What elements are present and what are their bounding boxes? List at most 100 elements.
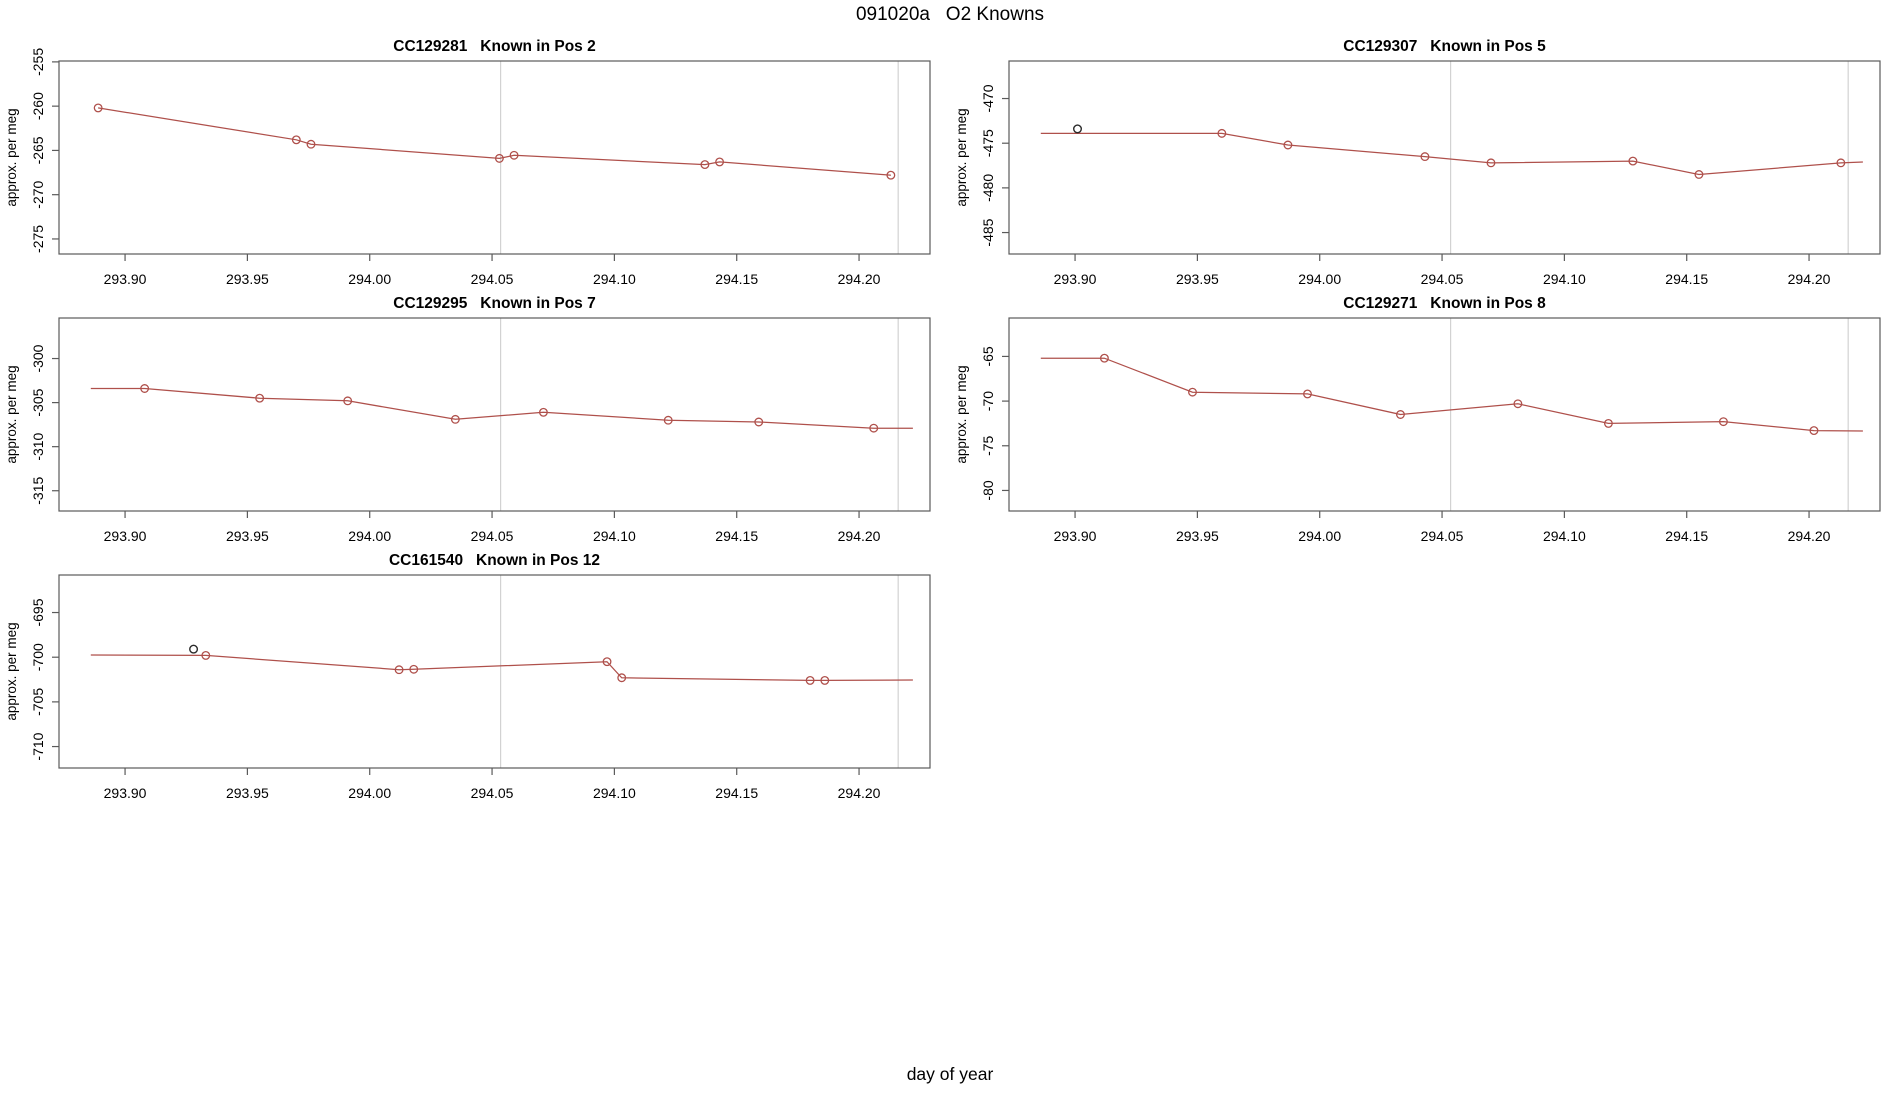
chart-panel-cc129307-pos5: 293.90 293.95 294.00 294.05 294.10 294.15 294.… [950, 30, 1900, 288]
y-tick-label: -700 [30, 643, 46, 671]
data-point [754, 417, 764, 427]
chart-cc129281-pos2: 293.90 293.95 294.00 294.05 294.10 294.15 294.… [4, 38, 931, 287]
data-point [1283, 140, 1293, 150]
x-tick-label: 294.05 [471, 271, 514, 287]
y-tick-label: -265 [30, 136, 46, 164]
y-axis-label: approx. per meg [954, 365, 969, 463]
series-line [90, 387, 913, 429]
y-tick-label: -705 [30, 688, 46, 716]
data-point [201, 650, 211, 660]
data-point [1217, 128, 1227, 138]
x-tick-label: 294.05 [471, 528, 514, 544]
data-point [820, 675, 830, 685]
data-point [255, 393, 265, 403]
data-point [538, 407, 548, 417]
y-axis-label: approx. per meg [4, 622, 19, 720]
x-tick-label: 293.90 [1054, 271, 1097, 287]
data-point [343, 396, 353, 406]
y-tick-label: -305 [30, 388, 46, 416]
x-tick-label: 294.15 [1665, 528, 1708, 544]
y-tick-label: -70 [980, 391, 996, 411]
x-tick-label: 294.20 [1788, 271, 1831, 287]
x-tick-label: 294.00 [1298, 271, 1341, 287]
data-point [306, 139, 316, 149]
chart-cc129295-pos7: 293.90 293.95 294.00 294.05 294.10 294.15 294.… [4, 295, 931, 544]
data-point [1694, 170, 1704, 179]
x-tick-label: 294.15 [715, 271, 758, 287]
x-tick-label: 294.10 [1543, 528, 1586, 544]
y-tick-label: -310 [30, 432, 46, 460]
y-tick-label: -275 [30, 225, 46, 253]
y-tick-label: -270 [30, 180, 46, 208]
flagged-data-point [189, 644, 199, 654]
flagged-data-point [1073, 124, 1083, 134]
data-point [1628, 156, 1638, 166]
y-tick-label: -695 [30, 598, 46, 626]
x-tick-label: 293.90 [1054, 528, 1097, 544]
chart-panel-cc161540-pos12: 293.90 293.95 294.00 294.05 294.10 294.15 294.… [0, 544, 950, 802]
data-point [602, 657, 612, 667]
x-tick-label: 293.95 [226, 528, 269, 544]
data-point [1396, 410, 1405, 419]
y-tick-label: -260 [30, 92, 46, 120]
x-tick-label: 294.15 [1665, 271, 1708, 287]
y-axis-label: approx. per meg [954, 108, 969, 206]
chart-panel-cc129271-pos8: 293.90 293.95 294.00 294.05 294.10 294.15 294.… [950, 287, 1900, 545]
series-line [98, 107, 891, 176]
data-point [450, 414, 460, 424]
plot-box [58, 60, 931, 255]
y-tick-label: -65 [980, 346, 996, 366]
chart-cc129307-pos5: 293.90 293.95 294.00 294.05 294.10 294.15 294.… [954, 38, 1881, 287]
data-point [1718, 417, 1728, 427]
data-point [869, 423, 879, 433]
x-tick-label: 294.15 [715, 528, 758, 544]
chart-panel-cc129295-pos7: 293.90 293.95 294.00 294.05 294.10 294.15 294.… [0, 287, 950, 545]
x-tick-label: 294.20 [838, 528, 881, 544]
x-tick-label: 293.95 [226, 271, 269, 287]
y-tick-label: -475 [980, 129, 996, 157]
panel-title: CC129271 Known in Pos 8 [1343, 295, 1546, 312]
plot-box [1008, 60, 1881, 255]
y-tick-label: -470 [980, 84, 996, 112]
data-point [93, 103, 103, 113]
x-tick-label: 294.10 [593, 271, 636, 287]
x-tick-label: 294.00 [1298, 528, 1341, 544]
series-line [1040, 132, 1863, 176]
x-tick-label: 293.95 [1176, 528, 1219, 544]
data-point [617, 673, 627, 683]
data-point [1603, 418, 1613, 428]
x-tick-label: 294.00 [348, 785, 391, 801]
x-tick-label: 294.10 [1543, 271, 1586, 287]
plot-box [58, 317, 931, 512]
chart-panel-cc129281-pos2: 293.90 293.95 294.00 294.05 294.10 294.15 294.… [0, 30, 950, 288]
series-line [90, 654, 913, 682]
y-tick-label: -315 [30, 477, 46, 505]
x-tick-label: 293.90 [104, 528, 147, 544]
panel-title: CC161540 Known in Pos 12 [389, 552, 600, 569]
y-tick-label: -255 [30, 48, 46, 76]
x-tick-label: 293.95 [226, 785, 269, 801]
data-point [1809, 426, 1819, 436]
data-point [1513, 399, 1523, 409]
data-point [140, 384, 150, 393]
data-point [805, 675, 815, 685]
panel-title: CC129307 Known in Pos 5 [1343, 38, 1546, 55]
x-axis-label: day of year [906, 1064, 994, 1084]
y-tick-label: -480 [980, 174, 996, 202]
data-point [1188, 387, 1197, 397]
x-tick-label: 294.20 [838, 785, 881, 801]
x-tick-label: 293.90 [104, 785, 147, 801]
y-tick-label: -710 [30, 732, 46, 760]
y-axis-label: approx. per meg [4, 365, 19, 463]
data-point [1420, 152, 1430, 162]
x-tick-label: 294.15 [715, 785, 758, 801]
panel-title: CC129281 Known in Pos 2 [393, 38, 595, 55]
data-point [1099, 353, 1109, 363]
chart-cc161540-pos12: 293.90 293.95 294.00 294.05 294.10 294.15 294.… [4, 552, 931, 801]
x-tick-label: 294.00 [348, 271, 391, 287]
y-tick-label: -75 [980, 435, 996, 455]
data-point [291, 135, 301, 145]
x-tick-label: 294.20 [1788, 528, 1831, 544]
data-point [1486, 158, 1496, 168]
